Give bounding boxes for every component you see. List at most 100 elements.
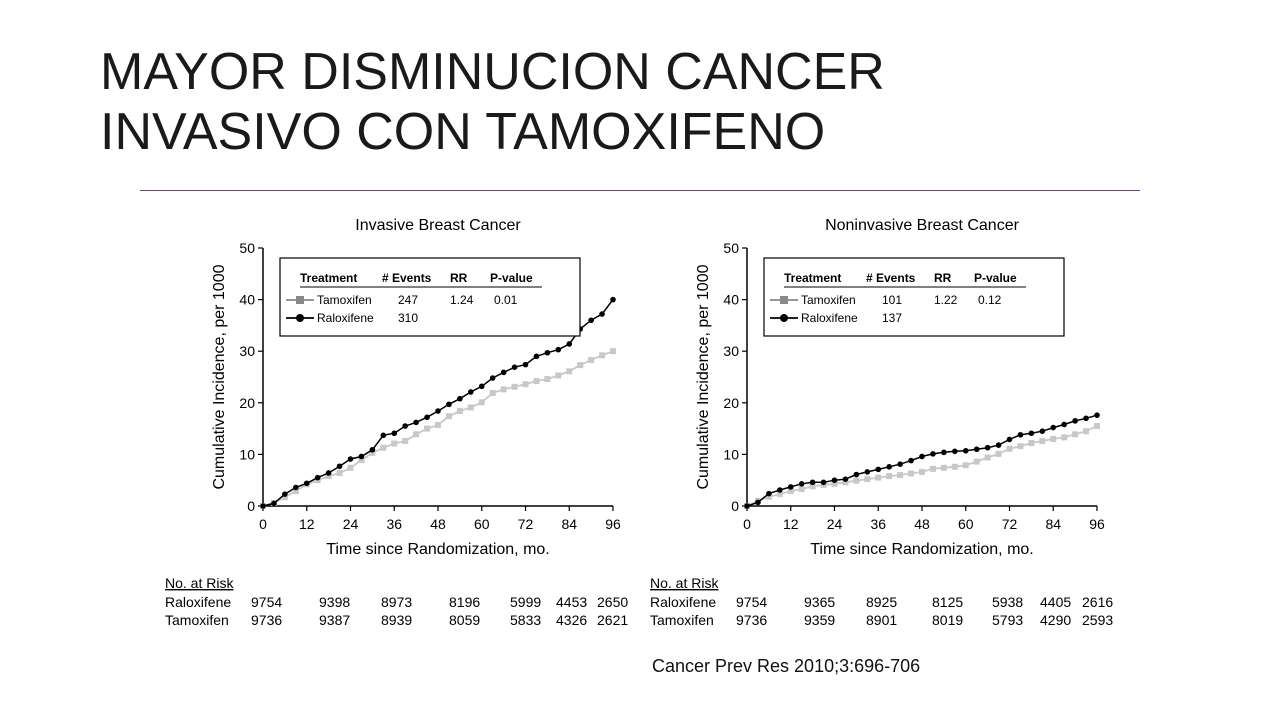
data-point xyxy=(325,473,332,480)
data-point xyxy=(842,476,849,482)
at-risk-value: 4290 xyxy=(1040,612,1071,628)
data-point xyxy=(468,389,474,395)
data-point xyxy=(908,470,915,477)
at-risk-value: 5938 xyxy=(992,594,1023,610)
slide-title-line-1: MAYOR DISMINUCION CANCER xyxy=(100,43,885,101)
legend-rr: 1.22 xyxy=(934,293,958,307)
data-point xyxy=(271,500,277,507)
at-risk-header: No. at Risk xyxy=(165,575,234,591)
at-risk-value: 8973 xyxy=(381,594,412,610)
data-point xyxy=(929,465,936,472)
data-point xyxy=(940,464,947,471)
data-point xyxy=(864,476,871,483)
at-risk-value: 8196 xyxy=(449,594,480,610)
data-point xyxy=(875,474,882,481)
data-point xyxy=(984,454,991,461)
y-tick-label: 50 xyxy=(723,240,739,256)
slide-title-line-2: INVASIVO CON TAMOXIFENO xyxy=(100,103,826,161)
data-point xyxy=(478,399,485,406)
data-point xyxy=(566,341,573,347)
data-point xyxy=(1061,421,1067,428)
data-point xyxy=(1050,424,1057,431)
data-point xyxy=(853,471,860,478)
data-point xyxy=(467,404,474,411)
x-tick-label: 0 xyxy=(743,516,751,532)
legend-series-name: Raloxifene xyxy=(317,311,374,325)
x-tick-label: 36 xyxy=(870,516,886,532)
legend-header: Treatment xyxy=(300,271,357,285)
data-point xyxy=(897,461,903,468)
data-point xyxy=(511,383,518,390)
data-point xyxy=(577,362,584,369)
data-point xyxy=(533,353,540,360)
data-point xyxy=(886,463,892,470)
data-point xyxy=(358,453,365,460)
data-point xyxy=(446,401,452,408)
data-point xyxy=(500,386,507,393)
y-axis-label: Cumulative Incidence, per 1000 xyxy=(211,264,228,489)
data-point xyxy=(610,296,616,303)
data-point xyxy=(292,488,299,495)
data-point xyxy=(369,449,376,456)
legend-header: # Events xyxy=(382,271,432,285)
data-point xyxy=(930,451,936,457)
at-risk-header: No. at Risk xyxy=(650,575,719,591)
x-tick-label: 96 xyxy=(1089,516,1105,532)
at-risk-value: 4453 xyxy=(556,594,587,610)
x-tick-label: 48 xyxy=(914,516,930,532)
x-tick-label: 12 xyxy=(783,516,799,532)
data-point xyxy=(281,494,288,501)
data-point xyxy=(588,356,595,363)
data-point xyxy=(282,491,288,497)
data-point xyxy=(1006,436,1013,443)
data-point xyxy=(831,480,838,487)
data-point xyxy=(457,395,463,402)
data-point xyxy=(391,440,398,447)
legend-events: 247 xyxy=(398,293,418,307)
at-risk-value: 9736 xyxy=(736,612,767,628)
at-risk-value: 9359 xyxy=(804,612,835,628)
data-point xyxy=(555,372,562,379)
data-point xyxy=(1083,415,1089,422)
x-tick-label: 24 xyxy=(827,516,843,532)
at-risk-value: 2621 xyxy=(597,612,628,628)
data-point xyxy=(952,448,958,455)
chart-title: Noninvasive Breast Cancer xyxy=(825,217,1020,234)
x-tick-label: 72 xyxy=(518,516,534,532)
data-point xyxy=(456,408,463,415)
data-point xyxy=(777,487,783,493)
y-tick-label: 0 xyxy=(247,498,255,514)
at-risk-value: 8939 xyxy=(381,612,412,628)
data-point xyxy=(489,375,496,381)
chart-panel-2: Noninvasive Breast Cancer 0 10 20 30 40 50 0 12 2… xyxy=(650,217,1113,628)
data-point xyxy=(380,444,387,451)
legend-series-name: Raloxifene xyxy=(801,311,858,325)
y-tick-label: 40 xyxy=(239,292,255,308)
data-point xyxy=(303,480,310,487)
at-risk-value: 4405 xyxy=(1040,594,1071,610)
legend-series-name: Tamoxifen xyxy=(317,293,372,307)
legend-rr: 1.24 xyxy=(450,293,474,307)
data-point xyxy=(369,446,376,453)
data-point xyxy=(424,425,431,432)
legend-header: P-value xyxy=(974,271,1017,285)
data-point xyxy=(864,469,871,475)
x-axis-label: Time since Randomization, mo. xyxy=(326,541,550,558)
legend-header: Treatment xyxy=(784,271,841,285)
at-risk-value: 8059 xyxy=(449,612,480,628)
data-point xyxy=(962,447,969,454)
x-tick-label: 60 xyxy=(958,516,974,532)
legend-events: 137 xyxy=(882,311,902,325)
data-point xyxy=(744,503,750,509)
at-risk-value: 8901 xyxy=(866,612,897,628)
at-risk-value: 8925 xyxy=(866,594,897,610)
data-point xyxy=(875,466,882,473)
data-point xyxy=(1006,445,1013,452)
legend-header: P-value xyxy=(490,271,533,285)
data-point xyxy=(435,408,441,414)
at-risk-value: 2650 xyxy=(597,594,628,610)
data-point xyxy=(347,464,354,471)
legend-header: RR xyxy=(934,271,952,285)
data-point xyxy=(995,450,1002,457)
data-point xyxy=(380,432,387,439)
